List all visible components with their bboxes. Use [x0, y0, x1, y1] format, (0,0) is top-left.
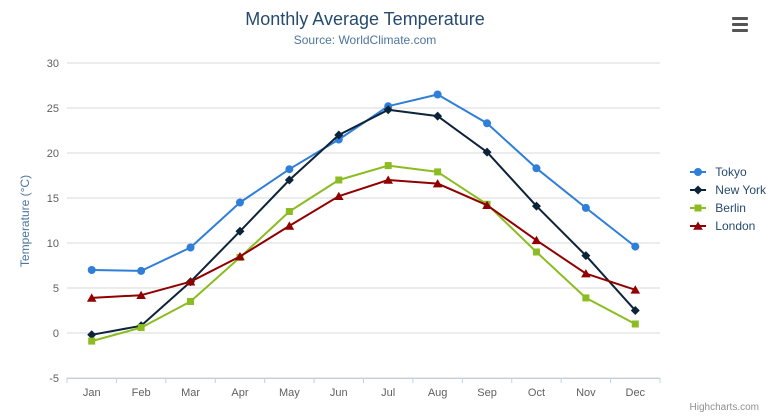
- x-axis-label: Jun: [330, 387, 348, 399]
- x-axis-label: May: [279, 387, 300, 399]
- data-point-london[interactable]: [284, 221, 295, 230]
- data-point-tokyo[interactable]: [186, 243, 195, 252]
- hamburger-bar: [732, 28, 748, 32]
- x-axis-label: Aug: [428, 387, 448, 399]
- data-point-london[interactable]: [383, 175, 394, 184]
- data-point-new-york[interactable]: [581, 251, 591, 261]
- x-axis-label: Apr: [231, 387, 248, 399]
- y-axis-tick-label: 25: [47, 103, 59, 115]
- y-axis-tick-label: 5: [53, 283, 59, 295]
- data-point-berlin[interactable]: [88, 337, 96, 345]
- y-axis-tick-label: 0: [53, 328, 59, 340]
- y-axis-title: Temperature (°C): [18, 174, 32, 268]
- data-point-tokyo[interactable]: [285, 165, 294, 174]
- legend-item-new-york[interactable]: New York: [690, 183, 766, 197]
- legend-label: New York: [715, 183, 766, 197]
- x-axis-label: Jan: [83, 387, 101, 399]
- data-point-berlin[interactable]: [335, 176, 343, 184]
- x-axis-label: Feb: [132, 387, 151, 399]
- y-axis-tick-label: 15: [47, 193, 59, 205]
- legend-item-berlin[interactable]: Berlin: [690, 201, 766, 215]
- y-axis-tick-label: -5: [49, 373, 59, 385]
- legend-square-icon: [690, 204, 707, 212]
- data-point-london[interactable]: [86, 293, 97, 302]
- hamburger-bar: [732, 16, 748, 20]
- legend-diamond-icon: [690, 185, 707, 195]
- legend-label: London: [715, 219, 756, 233]
- data-point-london[interactable]: [581, 269, 591, 278]
- legend-item-tokyo[interactable]: Tokyo: [690, 165, 766, 179]
- data-point-new-york[interactable]: [87, 330, 97, 340]
- x-axis-label: Mar: [181, 387, 200, 399]
- legend-circle-icon: [690, 168, 707, 176]
- data-point-london[interactable]: [136, 290, 146, 299]
- legend-label: Berlin: [715, 201, 746, 215]
- x-axis-label: Jul: [381, 387, 395, 399]
- highcharts-credit-link[interactable]: Highcharts.com: [689, 402, 759, 413]
- data-point-berlin[interactable]: [631, 320, 639, 328]
- data-point-tokyo[interactable]: [137, 266, 146, 275]
- data-point-london[interactable]: [630, 285, 641, 294]
- x-axis-label: Nov: [576, 387, 596, 399]
- y-axis-tick-label: 20: [47, 148, 59, 160]
- data-point-berlin[interactable]: [434, 168, 442, 176]
- chart-title: Monthly Average Temperature: [245, 9, 485, 29]
- legend: Tokyo New York Berlin London: [690, 165, 766, 233]
- data-point-berlin[interactable]: [384, 162, 392, 170]
- data-point-new-york[interactable]: [433, 111, 443, 121]
- data-point-new-york[interactable]: [235, 226, 245, 236]
- data-point-new-york[interactable]: [482, 147, 492, 157]
- series-line-berlin[interactable]: [91, 164, 636, 343]
- data-point-berlin[interactable]: [582, 294, 590, 302]
- data-point-berlin[interactable]: [285, 208, 293, 215]
- data-point-berlin[interactable]: [137, 324, 145, 332]
- legend-label: Tokyo: [715, 165, 747, 179]
- data-point-new-york[interactable]: [630, 306, 640, 315]
- x-axis-label: Dec: [626, 387, 646, 399]
- data-point-london[interactable]: [235, 252, 245, 261]
- data-point-new-york[interactable]: [383, 105, 393, 115]
- data-point-london[interactable]: [333, 191, 344, 200]
- legend-triangle-icon: [690, 221, 707, 230]
- series-line-london[interactable]: [91, 179, 636, 299]
- hamburger-bar: [732, 22, 748, 26]
- data-point-berlin[interactable]: [187, 298, 195, 305]
- data-point-tokyo[interactable]: [235, 198, 244, 207]
- data-point-london[interactable]: [482, 200, 492, 209]
- chart-subtitle: Source: WorldClimate.com: [293, 33, 437, 47]
- legend-item-london[interactable]: London: [690, 219, 766, 233]
- data-point-london[interactable]: [432, 179, 443, 188]
- series-line-tokyo[interactable]: [91, 93, 636, 272]
- x-axis-label: Oct: [528, 387, 545, 399]
- data-point-berlin[interactable]: [532, 248, 540, 256]
- data-point-new-york[interactable]: [334, 130, 344, 140]
- context-menu-button[interactable]: [729, 13, 755, 35]
- data-point-tokyo[interactable]: [631, 242, 640, 251]
- data-point-london[interactable]: [531, 235, 542, 245]
- data-point-new-york[interactable]: [284, 175, 294, 185]
- x-axis-label: Sep: [477, 387, 497, 399]
- hamburger-icon: [732, 16, 752, 32]
- y-axis-tick-label: 10: [47, 238, 59, 250]
- data-point-tokyo[interactable]: [581, 203, 590, 212]
- series-line-new-york[interactable]: [91, 108, 637, 336]
- data-point-tokyo[interactable]: [87, 266, 96, 274]
- data-point-new-york[interactable]: [531, 201, 541, 211]
- y-axis-tick-label: 30: [47, 58, 59, 70]
- data-point-tokyo[interactable]: [483, 119, 492, 128]
- data-point-london[interactable]: [185, 277, 196, 286]
- data-point-tokyo[interactable]: [433, 90, 442, 99]
- data-point-tokyo[interactable]: [532, 164, 541, 173]
